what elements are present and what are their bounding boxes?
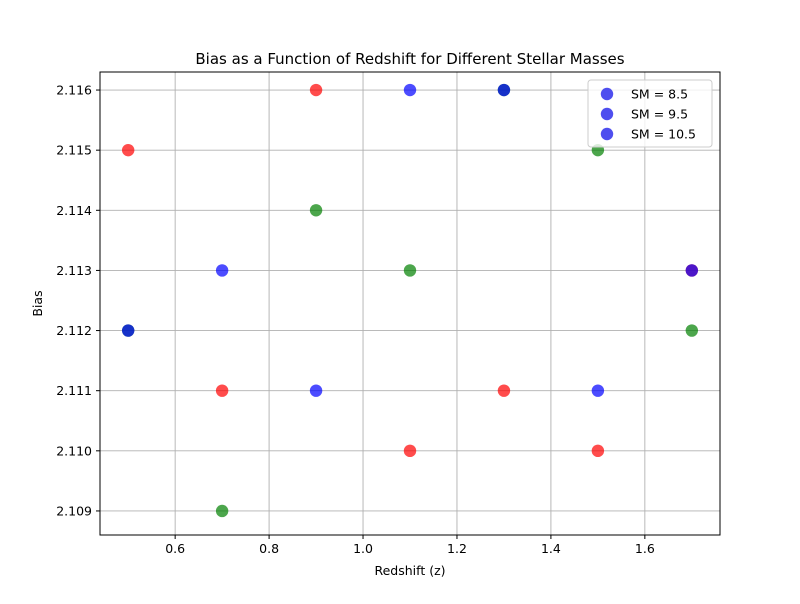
data-point-series-2: [309, 204, 323, 217]
data-point-series-2: [215, 504, 229, 518]
data-point-series-1: [309, 83, 323, 97]
x-tick-label: 1.4: [541, 541, 561, 556]
y-tick-label: 2.112: [56, 323, 92, 338]
legend-entry-label: SM = 9.5: [631, 107, 688, 122]
data-point-series-3: [215, 264, 229, 277]
data-point-series-3: [497, 83, 511, 97]
data-point-series-1: [497, 384, 511, 397]
data-point-series-3: [309, 384, 323, 397]
data-point-series-1: [591, 444, 605, 458]
x-tick-label: 1.6: [635, 541, 655, 556]
data-point-series-1: [215, 384, 229, 397]
y-tick-label: 2.116: [56, 83, 92, 98]
data-point-series-2: [403, 264, 417, 277]
y-tick-label: 2.110: [56, 443, 92, 458]
legend-box: [587, 79, 713, 148]
y-tick-label: 2.109: [56, 503, 92, 518]
x-tick-label: 1.2: [447, 541, 467, 556]
data-point-series-3: [403, 83, 417, 97]
y-tick-label: 2.111: [56, 383, 92, 398]
plot-frame: [99, 71, 721, 536]
data-point-series-3: [591, 384, 605, 397]
legend: SM = 8.5 SM = 9.5 SM = 10.5: [587, 79, 713, 148]
legend-marker: [600, 127, 614, 141]
x-tick-label: 1.0: [353, 541, 373, 556]
legend-marker: [600, 107, 614, 121]
data-point-series-2: [685, 324, 699, 337]
data-point-series-1: [403, 444, 417, 458]
ticks-layer: 0.6 0.8 1.0 1.2 1.4 1.6 2.109 2.110 2.111 2.112 2.…: [56, 83, 655, 556]
y-tick-label: 2.114: [56, 203, 92, 218]
y-tick-label: 2.113: [56, 263, 92, 278]
data-point-series-1: [121, 143, 135, 157]
y-tick-label: 2.115: [56, 143, 92, 158]
legend-entry-label: SM = 10.5: [631, 127, 696, 142]
y-axis-label: Bias: [30, 290, 45, 316]
legend-marker: [600, 87, 614, 101]
data-point-series-3: [121, 324, 135, 337]
chart-title: Bias as a Function of Redshift for Diffe…: [195, 50, 624, 68]
x-tick-label: 0.6: [165, 541, 185, 556]
data-point-series-3: [685, 264, 699, 277]
x-tick-label: 0.8: [259, 541, 279, 556]
x-axis-label: Redshift (z): [374, 563, 445, 578]
legend-entry-label: SM = 8.5: [631, 87, 688, 102]
